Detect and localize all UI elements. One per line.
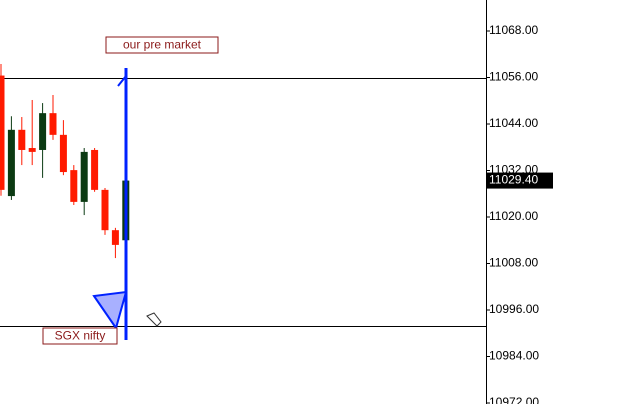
annotation: SGX nifty	[55, 329, 106, 343]
candle-body	[39, 113, 47, 150]
annotation-box	[105, 36, 219, 54]
candle-body	[111, 230, 119, 245]
current-price-label: 11029.40	[489, 173, 538, 187]
candle-body	[7, 129, 15, 197]
candle-body	[49, 113, 57, 135]
y-tick-label: 11044.00	[489, 116, 538, 130]
candle-body	[80, 151, 88, 202]
candle-body	[59, 134, 67, 173]
y-tick-label: 11068.00	[489, 23, 538, 37]
candle-body	[28, 148, 36, 152]
marker-triangle	[92, 290, 128, 331]
y-tick-label: 10984.00	[489, 349, 539, 363]
candle-body	[0, 75, 5, 190]
annotation-box	[42, 327, 118, 345]
cursor	[146, 312, 162, 327]
candle-body	[91, 149, 99, 190]
y-tick-label: 10996.00	[489, 302, 539, 316]
y-tick-label: 10972.00	[489, 395, 539, 404]
marker-arrow	[117, 68, 127, 87]
y-tick-label: 11056.00	[489, 70, 538, 84]
current-price-box	[487, 172, 553, 189]
candle-body	[18, 129, 26, 150]
candle-body	[101, 189, 109, 231]
annotation: our pre market	[123, 38, 202, 52]
y-tick-label: 11020.00	[489, 209, 538, 223]
candle-body	[70, 170, 78, 202]
y-tick-label: 11008.00	[489, 256, 538, 270]
